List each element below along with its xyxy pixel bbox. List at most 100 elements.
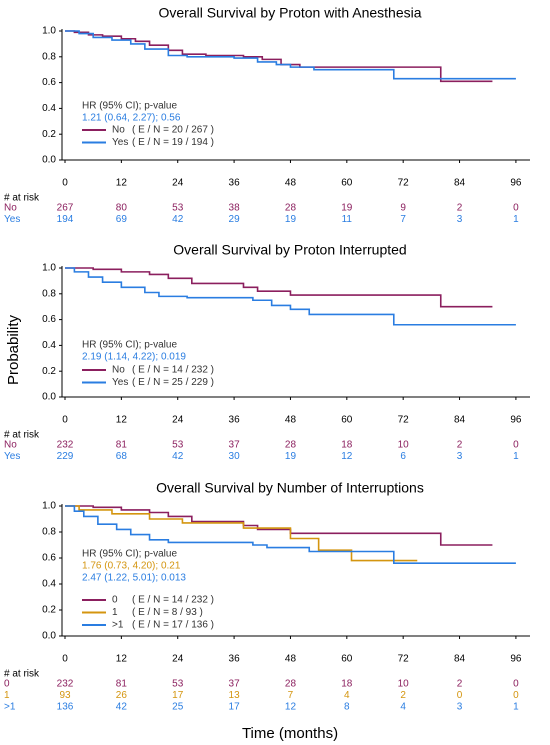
- risk-row-label: >1: [4, 702, 16, 713]
- chart-title: Overall Survival by Number of Interrupti…: [156, 480, 424, 496]
- risk-count: 136: [57, 702, 74, 713]
- risk-count: 7: [288, 690, 294, 701]
- y-tick-label: 0.2: [42, 605, 56, 616]
- risk-count: 42: [172, 214, 184, 225]
- legend-events: ( E / N = 17 / 136 ): [132, 620, 214, 631]
- x-tick-label: 84: [454, 178, 466, 189]
- risk-count: 68: [116, 451, 128, 462]
- risk-count: 19: [285, 214, 297, 225]
- x-tick-label: 48: [285, 654, 297, 665]
- risk-count: 28: [285, 203, 297, 214]
- survival-curve: [65, 267, 516, 326]
- risk-count: 6: [400, 451, 406, 462]
- legend-events: ( E / N = 25 / 229 ): [132, 377, 214, 388]
- y-tick-label: 1.0: [42, 501, 56, 512]
- risk-count: 29: [229, 214, 241, 225]
- y-tick-label: 0.8: [42, 527, 56, 538]
- legend-events: ( E / N = 19 / 194 ): [132, 137, 214, 148]
- x-tick-label: 0: [62, 654, 68, 665]
- x-tick-label: 36: [229, 178, 241, 189]
- risk-count: 2: [457, 679, 463, 690]
- risk-count: 194: [57, 214, 74, 225]
- y-tick-label: 0.6: [42, 314, 56, 325]
- risk-count: 25: [172, 702, 184, 713]
- risk-title: # at risk: [4, 669, 40, 680]
- risk-count: 28: [285, 440, 297, 451]
- risk-count: 38: [229, 203, 241, 214]
- risk-count: 3: [457, 451, 463, 462]
- x-tick-label: 12: [116, 654, 128, 665]
- x-tick-label: 96: [510, 178, 522, 189]
- risk-count: 42: [116, 702, 128, 713]
- x-tick-label: 72: [398, 178, 410, 189]
- chart-title: Overall Survival by Proton with Anesthes…: [158, 5, 421, 21]
- risk-row-label: Yes: [4, 214, 20, 225]
- y-tick-label: 0.2: [42, 129, 56, 140]
- annotation: HR (95% CI); p-value: [82, 340, 177, 351]
- risk-count: 8: [344, 702, 350, 713]
- x-tick-label: 84: [454, 415, 466, 426]
- x-tick-label: 0: [62, 415, 68, 426]
- risk-count: 3: [457, 214, 463, 225]
- x-tick-label: 60: [341, 654, 353, 665]
- legend-label: 1: [112, 607, 118, 618]
- annotation: HR (95% CI); p-value: [82, 101, 177, 112]
- survival-curve: [65, 505, 493, 546]
- risk-count: 69: [116, 214, 128, 225]
- survival-curve: [65, 505, 418, 562]
- x-tick-label: 96: [510, 415, 522, 426]
- y-tick-label: 0.8: [42, 288, 56, 299]
- risk-count: 17: [229, 702, 241, 713]
- x-tick-label: 60: [341, 415, 353, 426]
- risk-count: 2: [457, 203, 463, 214]
- risk-count: 1: [513, 451, 519, 462]
- legend-events: ( E / N = 20 / 267 ): [132, 125, 214, 136]
- survival-curve: [65, 505, 516, 564]
- x-tick-label: 36: [229, 415, 241, 426]
- risk-count: 28: [285, 679, 297, 690]
- y-tick-label: 0.4: [42, 340, 56, 351]
- risk-title: # at risk: [4, 193, 40, 204]
- risk-count: 81: [116, 440, 128, 451]
- x-tick-label: 48: [285, 415, 297, 426]
- risk-count: 18: [341, 440, 353, 451]
- risk-count: 267: [57, 203, 74, 214]
- risk-count: 12: [341, 451, 353, 462]
- risk-row-label: Yes: [4, 451, 20, 462]
- risk-count: 19: [285, 451, 297, 462]
- x-axis-label: Time (months): [242, 725, 338, 742]
- annotation: 1.21 (0.64, 2.27); 0.56: [82, 113, 181, 124]
- y-axis-label: Probability: [5, 314, 22, 385]
- annotation: HR (95% CI); p-value: [82, 549, 177, 560]
- risk-row-label: 1: [4, 690, 10, 701]
- survival-curve: [65, 30, 516, 80]
- risk-count: 18: [341, 679, 353, 690]
- legend-label: >1: [112, 620, 124, 631]
- risk-count: 53: [172, 679, 184, 690]
- x-tick-label: 84: [454, 654, 466, 665]
- y-tick-label: 0.0: [42, 392, 56, 403]
- risk-count: 10: [398, 679, 410, 690]
- risk-count: 0: [513, 679, 519, 690]
- legend-label: 0: [112, 595, 118, 606]
- risk-row-label: 0: [4, 679, 10, 690]
- risk-count: 11: [342, 214, 353, 225]
- x-tick-label: 72: [398, 415, 410, 426]
- legend-events: ( E / N = 14 / 232 ): [132, 365, 214, 376]
- risk-count: 19: [341, 203, 353, 214]
- y-tick-label: 0.4: [42, 103, 56, 114]
- survival-curve: [65, 30, 493, 83]
- risk-count: 2: [457, 440, 463, 451]
- risk-count: 13: [229, 690, 241, 701]
- risk-count: 2: [400, 690, 406, 701]
- risk-count: 0: [457, 690, 463, 701]
- y-tick-label: 0.6: [42, 553, 56, 564]
- x-tick-label: 72: [398, 654, 410, 665]
- risk-count: 9: [400, 203, 406, 214]
- annotation: 1.76 (0.73, 4.20); 0.21: [82, 561, 181, 572]
- risk-count: 232: [57, 679, 74, 690]
- x-tick-label: 12: [116, 178, 128, 189]
- risk-count: 229: [57, 451, 74, 462]
